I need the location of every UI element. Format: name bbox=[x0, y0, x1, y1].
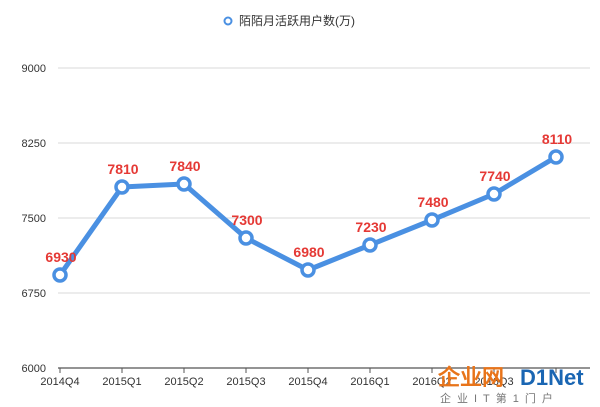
watermark-brand-main: 企业网 bbox=[437, 365, 504, 390]
data-point bbox=[362, 237, 378, 253]
legend: 陌陌月活跃用户数(万) bbox=[223, 13, 355, 28]
series-group bbox=[52, 149, 564, 283]
y-axis-ticks: 6000 6750 7500 8250 9000 bbox=[22, 63, 46, 375]
watermark-tagline: 企业IT第1门户 bbox=[440, 391, 559, 405]
data-label: 6980 bbox=[293, 244, 324, 260]
x-tick-label: 2016Q2 bbox=[412, 376, 451, 388]
data-point bbox=[52, 267, 68, 283]
data-label: 7840 bbox=[169, 158, 200, 174]
data-point bbox=[114, 179, 130, 195]
data-point bbox=[300, 262, 316, 278]
legend-label: 陌陌月活跃用户数(万) bbox=[239, 13, 355, 28]
y-tick-label: 8250 bbox=[22, 138, 46, 150]
data-label: 7230 bbox=[355, 219, 386, 235]
data-label: 6930 bbox=[45, 249, 76, 265]
data-labels: 6930 7810 7840 7300 6980 7230 7480 7740 8110 bbox=[45, 131, 572, 265]
data-point bbox=[176, 176, 192, 192]
y-tick-label: 6750 bbox=[22, 288, 46, 300]
x-tick-label: 2015Q2 bbox=[164, 376, 203, 388]
watermark: 企业网 D1Net 企业IT第1门户 bbox=[437, 365, 584, 405]
y-tick-label: 9000 bbox=[22, 63, 46, 75]
x-tick-label: 2014Q4 bbox=[40, 376, 79, 388]
data-label: 7300 bbox=[231, 212, 262, 228]
y-tick-label: 6000 bbox=[22, 363, 46, 375]
data-label: 7810 bbox=[107, 161, 138, 177]
legend-marker bbox=[223, 16, 233, 26]
data-point bbox=[424, 212, 440, 228]
watermark-brand-accent: D1Net bbox=[520, 365, 584, 390]
x-tick-label: 2015Q4 bbox=[288, 376, 327, 388]
x-tick-label: 2016Q1 bbox=[350, 376, 389, 388]
data-label: 7480 bbox=[417, 194, 448, 210]
data-label: 8110 bbox=[542, 131, 573, 147]
x-tick-label: 2015Q1 bbox=[102, 376, 141, 388]
x-axis-ticks: 2014Q4 2015Q1 2015Q2 2015Q3 2015Q4 2016Q1 2016… bbox=[40, 368, 557, 388]
data-point bbox=[486, 186, 502, 202]
x-tick-label: 2015Q3 bbox=[226, 376, 265, 388]
data-label: 7740 bbox=[479, 168, 510, 184]
x-tick-label: 2016Q3 bbox=[474, 376, 513, 388]
y-tick-label: 7500 bbox=[22, 213, 46, 225]
data-point bbox=[548, 149, 564, 165]
grid-lines bbox=[58, 67, 590, 369]
data-point bbox=[238, 230, 254, 246]
